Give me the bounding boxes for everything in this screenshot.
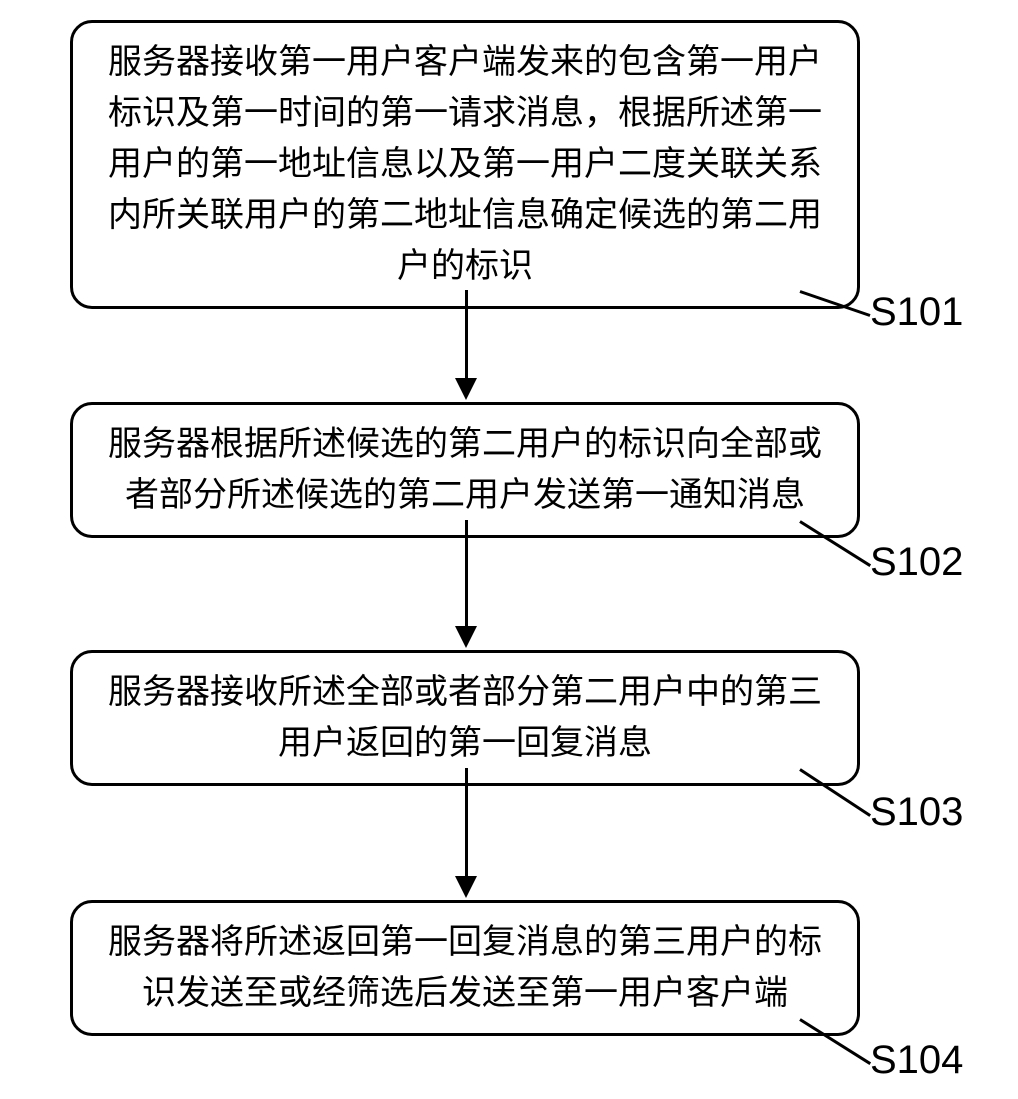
flow-node-text: 服务器接收第一用户客户端发来的包含第一用户标识及第一时间的第一请求消息，根据所述…	[93, 37, 837, 292]
arrow-head-icon	[455, 378, 477, 400]
step-label-s104: S104	[870, 1038, 963, 1083]
flow-node-n4: 服务器将所述返回第一回复消息的第三用户的标识发送至或经筛选后发送至第一用户客户端	[70, 900, 860, 1036]
step-label-s102: S102	[870, 540, 963, 585]
flow-node-n2: 服务器根据所述候选的第二用户的标识向全部或者部分所述候选的第二用户发送第一通知消…	[70, 402, 860, 538]
flow-node-text: 服务器根据所述候选的第二用户的标识向全部或者部分所述候选的第二用户发送第一通知消…	[93, 419, 837, 521]
arrow-head-icon	[455, 626, 477, 648]
arrow-line	[465, 520, 468, 626]
flow-node-text: 服务器接收所述全部或者部分第二用户中的第三用户返回的第一回复消息	[93, 667, 837, 769]
arrow-head-icon	[455, 876, 477, 898]
arrow-line	[465, 290, 468, 378]
arrow-line	[465, 768, 468, 876]
step-label-s103: S103	[870, 790, 963, 835]
flow-node-n3: 服务器接收所述全部或者部分第二用户中的第三用户返回的第一回复消息	[70, 650, 860, 786]
flow-node-n1: 服务器接收第一用户客户端发来的包含第一用户标识及第一时间的第一请求消息，根据所述…	[70, 20, 860, 309]
flow-node-text: 服务器将所述返回第一回复消息的第三用户的标识发送至或经筛选后发送至第一用户客户端	[93, 917, 837, 1019]
step-label-s101: S101	[870, 290, 963, 335]
